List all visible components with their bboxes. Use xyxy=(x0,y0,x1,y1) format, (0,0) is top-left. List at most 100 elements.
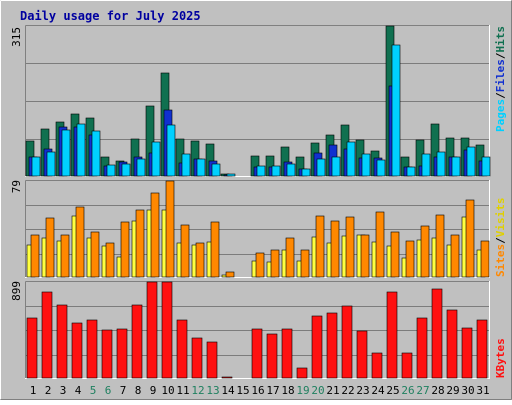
x-tick-label: 7 xyxy=(120,384,127,397)
sites-bar xyxy=(45,217,55,278)
x-tick-label: 23 xyxy=(356,384,369,397)
pages-bar xyxy=(391,44,401,177)
sites-bar xyxy=(465,199,475,278)
top-panel-max-label: 315 xyxy=(10,27,23,47)
sites-bar xyxy=(195,242,205,278)
kbytes-bar xyxy=(371,352,383,379)
pages-bar xyxy=(421,153,431,177)
kbytes-bar xyxy=(266,333,278,379)
x-tick-label: 29 xyxy=(446,384,459,397)
sites-bar xyxy=(450,234,460,278)
kbytes-bar xyxy=(446,309,458,379)
x-axis-labels: 1 2 3 4 5 6 7 8 9 10 11 12 13 14 15 16 17 18 19 20 21 22 23 24 2… xyxy=(30,384,490,397)
sites-bar xyxy=(165,180,175,278)
x-tick-label: 25 xyxy=(386,384,399,397)
pages-bar xyxy=(196,158,206,177)
pages-bar xyxy=(466,146,476,177)
kbytes-bar xyxy=(386,291,398,379)
kbytes-bar xyxy=(401,352,413,379)
middle-panel-max-label: 79 xyxy=(10,180,23,193)
kbytes-bar xyxy=(101,329,113,379)
x-tick-label: 21 xyxy=(326,384,339,397)
sites-bar xyxy=(60,234,70,278)
kbytes-bar xyxy=(146,281,158,379)
pages-bar xyxy=(376,159,386,177)
pages-bar xyxy=(256,165,266,177)
sites-bar xyxy=(375,211,385,278)
pages-bar xyxy=(61,129,71,177)
pages-bar xyxy=(286,163,296,177)
kbytes-bar xyxy=(281,328,293,379)
pages-bar xyxy=(406,166,416,177)
x-tick-label: 15 xyxy=(236,384,249,397)
sites-bar xyxy=(405,240,415,278)
legend-hits: Hits xyxy=(494,26,507,53)
kbytes-bar xyxy=(86,319,98,379)
legend-visits: Visits xyxy=(494,198,507,238)
pages-bar xyxy=(136,158,146,177)
sites-bar xyxy=(420,225,430,278)
kbytes-bar xyxy=(326,312,338,379)
pages-bar xyxy=(361,153,371,177)
sites-bar xyxy=(360,234,370,278)
pages-bar xyxy=(106,164,116,177)
pages-bar xyxy=(346,141,356,177)
sites-bar xyxy=(330,220,340,278)
kbytes-bar xyxy=(161,281,173,379)
sites-bar xyxy=(285,237,295,278)
pages-bar xyxy=(436,151,446,177)
chart-title: Daily usage for July 2025 xyxy=(20,9,201,23)
pages-bar xyxy=(121,163,131,177)
x-tick-label: 13 xyxy=(206,384,219,397)
x-tick-label: 31 xyxy=(476,384,489,397)
legend-kbytes: KBytes xyxy=(494,338,507,378)
sites-bar xyxy=(75,206,85,278)
pages-bar xyxy=(31,156,41,177)
pages-bar xyxy=(331,156,341,177)
pages-bar xyxy=(91,130,101,177)
x-tick-label: 12 xyxy=(191,384,204,397)
x-tick-label: 30 xyxy=(461,384,474,397)
legend-separator: / xyxy=(494,92,507,99)
bottom-panel-max-label: 899 xyxy=(10,281,23,301)
sites-bar xyxy=(480,240,490,278)
kbytes-bar xyxy=(131,304,143,379)
sites-bar xyxy=(90,231,100,278)
kbytes-bar xyxy=(431,288,443,379)
kbytes-bar xyxy=(416,317,428,379)
sites-bar xyxy=(390,231,400,278)
x-tick-label: 4 xyxy=(75,384,82,397)
sites-bar xyxy=(105,242,115,278)
pages-bar xyxy=(301,168,311,177)
sites-bar xyxy=(270,249,280,278)
x-tick-label: 11 xyxy=(176,384,189,397)
pages-bar xyxy=(76,123,86,177)
top-legend: Pages/Files/Hits xyxy=(494,26,507,132)
sites-bar xyxy=(150,192,160,278)
x-tick-label: 20 xyxy=(311,384,324,397)
sites-bar xyxy=(225,271,235,278)
pages-bar xyxy=(181,153,191,177)
pages-bar xyxy=(211,163,221,177)
legend-separator: / xyxy=(494,52,507,59)
sites-bar xyxy=(300,249,310,278)
chart-marks xyxy=(25,25,491,379)
sites-bar xyxy=(120,221,130,278)
kbytes-bar xyxy=(56,304,68,379)
x-tick-label: 14 xyxy=(221,384,235,397)
sites-bar xyxy=(30,234,40,278)
pages-bar xyxy=(226,173,236,177)
sites-bar xyxy=(210,221,220,278)
legend-pages: Pages xyxy=(494,99,507,132)
kbytes-bar xyxy=(176,319,188,379)
kbytes-bar xyxy=(41,291,53,379)
x-tick-label: 28 xyxy=(431,384,444,397)
pages-bar xyxy=(166,124,176,177)
x-tick-label: 9 xyxy=(150,384,157,397)
x-tick-label: 6 xyxy=(105,384,112,397)
x-tick-label: 8 xyxy=(135,384,142,397)
x-tick-label: 27 xyxy=(416,384,429,397)
x-tick-label: 3 xyxy=(60,384,67,397)
kbytes-bar xyxy=(26,317,38,379)
kbytes-bar xyxy=(296,367,308,379)
